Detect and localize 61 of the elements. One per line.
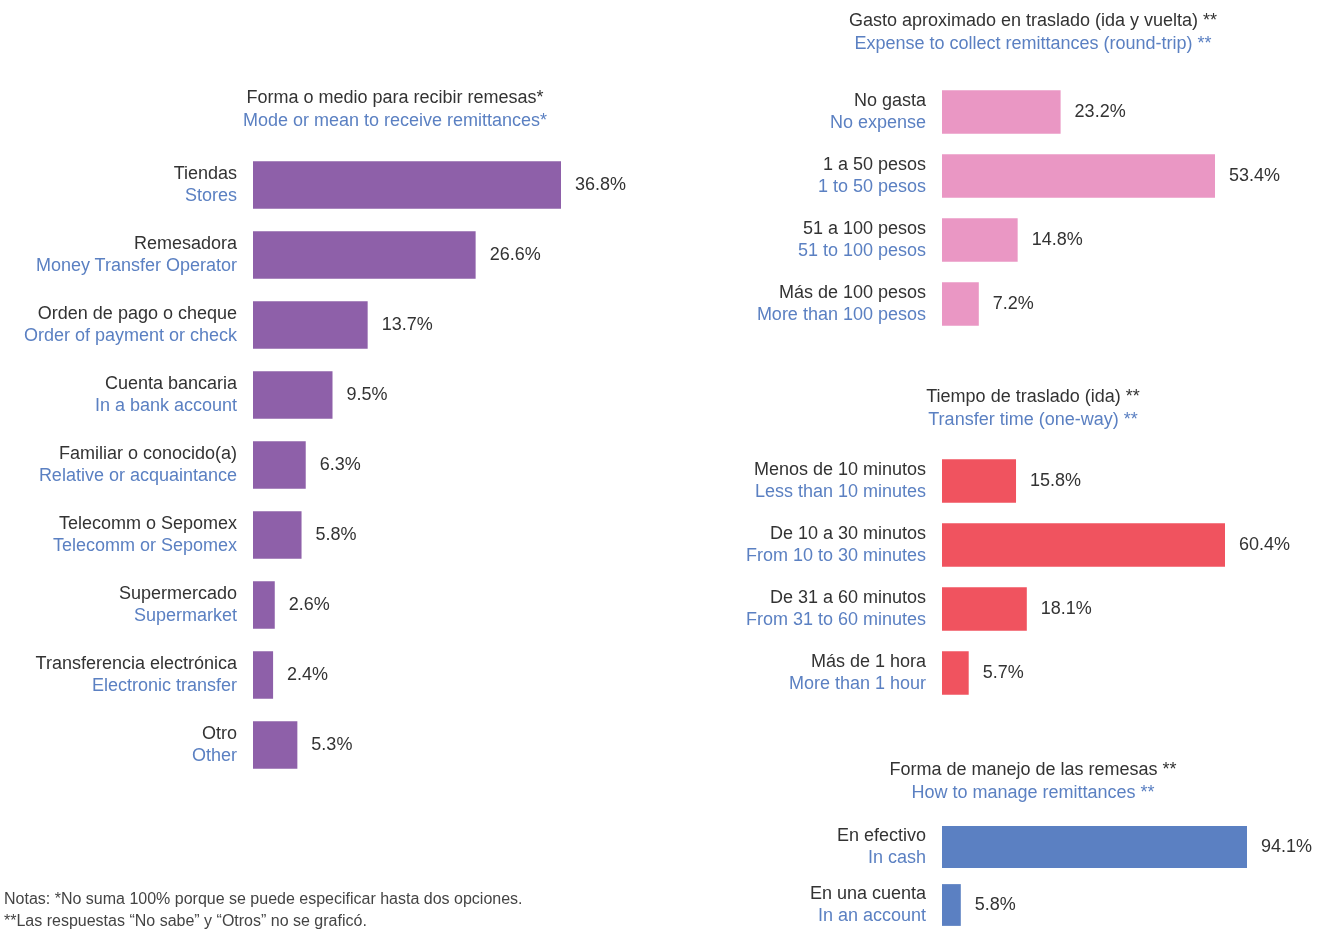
bar [253,231,476,279]
y-tick-label: De 10 a 30 minutos From 10 to 30 minutes [745,522,926,565]
bar [253,581,275,629]
bar [942,154,1215,198]
data-label: 26.6% [489,243,541,264]
chart-title: Tiempo de traslado (ida) ** Transfer time (one-way) ** [926,385,1140,431]
data-label: 14.8% [1031,228,1083,249]
data-label: 5.8% [974,893,1016,914]
bar [942,523,1225,567]
bar [942,218,1018,262]
bar [253,511,302,559]
bar [253,441,306,489]
data-label: 5.8% [315,523,357,544]
y-tick-label: Otro Other [191,722,237,765]
y-tick-label: Más de 1 hora More than 1 hour [788,650,927,693]
data-label: 6.3% [319,453,361,474]
data-label: 2.6% [288,593,330,614]
y-tick-label: Orden de pago o cheque Order of payment or check [23,302,238,345]
bar [253,371,333,419]
y-tick-label: 1 a 50 pesos 1 to 50 pesos [817,153,926,196]
bar [253,721,298,769]
y-tick-label: 51 a 100 pesos 51 to 100 pesos [797,217,926,260]
data-label: 53.4% [1229,164,1281,185]
bar [942,459,1017,503]
y-tick-label: En una cuenta In an account [809,882,927,925]
text: **Las respuestas “No sabe” y “Otros” no se graficó. [4,912,367,930]
chart-title: Gasto aproximado en traslado (ida y vuelta) ** Expense to collect remittances (round-trip) ** [848,9,1218,55]
y-tick-label: Más de 100 pesos More than 100 pesos [756,281,926,324]
data-label: 2.4% [287,663,329,684]
data-label: 60.4% [1239,533,1291,554]
text: Notas: *No suma 100% porque se puede especificar hasta dos opciones. [4,890,523,908]
data-label: 36.8% [575,173,627,194]
bar [253,301,368,349]
data-label: 18.1% [1040,597,1092,618]
data-label: 7.2% [992,292,1034,313]
data-label: 94.1% [1261,835,1313,856]
y-tick-label: Remesadora Money Transfer Operator [35,232,238,275]
bar [253,651,274,699]
y-tick-label: No gasta No expense [829,89,927,132]
y-tick-label: De 31 a 60 minutos From 31 to 60 minutes [745,586,926,629]
chart-title: Forma de manejo de las remesas ** How to manage remittances ** [889,758,1177,804]
y-tick-label: En efectivo In cash [836,824,926,867]
data-label: 23.2% [1074,100,1126,121]
data-label: 9.5% [346,383,388,404]
y-tick-label: Menos de 10 minutos Less than 10 minutes [753,458,926,501]
y-tick-label: Supermercado Supermarket [118,582,237,625]
data-label: 15.8% [1030,469,1082,490]
bar [942,90,1061,134]
chart-title: Forma o medio para recibir remesas* Mode or mean to receive remittances* [242,86,548,132]
y-tick-label: Cuenta bancaria In a bank account [94,372,238,415]
data-label: 5.3% [311,733,353,754]
y-tick-label: Familiar o conocido(a) Relative or acquaintance [38,442,237,485]
bar [942,587,1027,631]
y-tick-label: Telecomm o Sepomex Telecomm or Sepomex [52,512,237,555]
y-tick-label: Transferencia electrónica Electronic transfer [35,652,238,695]
data-label: 5.7% [982,661,1024,682]
data-label: 13.7% [381,313,433,334]
bar [942,282,979,326]
bar [942,651,969,695]
y-tick-label: Tiendas Stores [173,162,237,205]
bar [253,161,561,209]
